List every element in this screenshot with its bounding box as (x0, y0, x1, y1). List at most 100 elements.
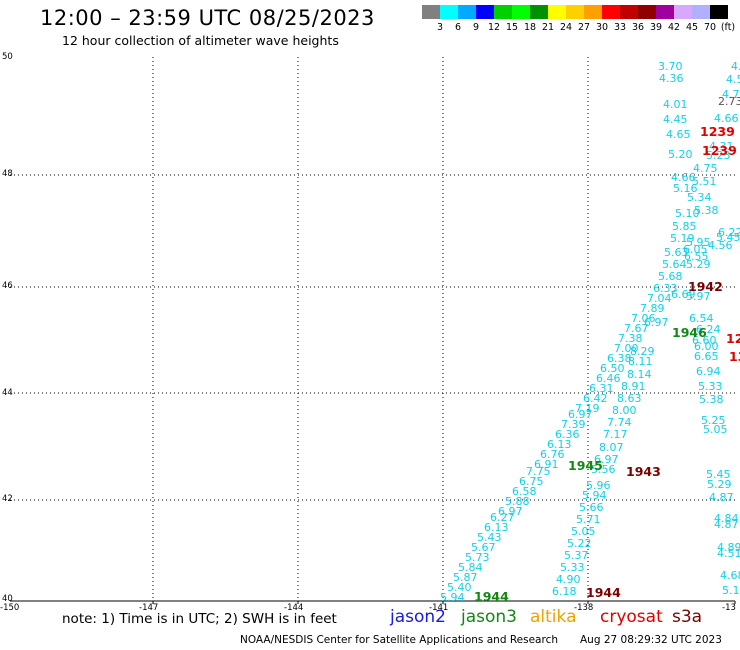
wave-height-value: 5.68 (658, 270, 683, 283)
wave-height-value: 6.31 (589, 382, 614, 395)
wave-height-value: 5.94 (440, 591, 465, 604)
color-scale-label: 36 (631, 22, 645, 33)
wave-height-value: 5.38 (694, 204, 719, 217)
color-scale-label: 18 (523, 22, 537, 33)
wave-height-value: 5.1 (722, 584, 740, 597)
wave-height-value: 4.84 (714, 512, 739, 525)
wave-height-value: 7.38 (618, 332, 643, 345)
color-scale-label: 70 (703, 22, 717, 33)
wave-height-value: 4.90 (556, 573, 581, 586)
wave-height-value: 4.31 (709, 140, 734, 153)
color-scale-label: 24 (559, 22, 573, 33)
wave-height-value: 6.27 (490, 511, 515, 524)
color-scale-label: 6 (454, 22, 462, 33)
wave-height-value: 6.22 (718, 226, 740, 239)
wave-height-value: 6.97 (644, 316, 669, 329)
wave-height-value: 5.96 (586, 479, 611, 492)
color-scale-label: 9 (472, 22, 480, 33)
page-subtitle: 12 hour collection of altimeter wave hei… (62, 33, 339, 48)
color-swatch (476, 5, 494, 19)
color-swatch (710, 5, 728, 19)
satellite-cryosat: cryosat (600, 607, 663, 627)
wave-height-value: 5.67 (471, 541, 496, 554)
color-swatch (584, 5, 602, 19)
wave-height-value: 4.87 (714, 518, 739, 531)
wave-height-value: 6.75 (519, 475, 544, 488)
wave-height-value: 6.50 (600, 362, 625, 375)
pass-time-label: 1946 (672, 325, 707, 340)
wave-height-value: 7.67 (624, 322, 649, 335)
pass-time-label: 1944 (586, 585, 621, 600)
pass-time-label: 13 (729, 349, 740, 364)
wave-height-value: 6.42 (583, 392, 608, 405)
wave-height-value: 7.00 (614, 342, 639, 355)
wave-height-value: 4.68 (720, 569, 740, 582)
wave-height-value: 5.84 (458, 561, 483, 574)
wave-height-value: 4.66 (714, 112, 739, 125)
color-swatch (656, 5, 674, 19)
wave-height-value: 7.75 (526, 465, 551, 478)
wave-height-value: 5.88 (505, 495, 530, 508)
wave-height-value: 5.51 (692, 175, 717, 188)
wave-height-value: 6.36 (555, 428, 580, 441)
wave-height-value: 5.34 (687, 191, 712, 204)
wave-height-value: 4. (731, 60, 740, 73)
wave-height-value: 2.73 (718, 95, 740, 108)
color-scale-label: 30 (595, 22, 609, 33)
color-swatch (602, 5, 620, 19)
wave-height-value: 5.20 (668, 148, 693, 161)
wave-height-value: 7.06 (631, 312, 656, 325)
color-swatch (692, 5, 710, 19)
wave-height-value: 5.87 (453, 571, 478, 584)
longitude-label: -150 (0, 603, 20, 613)
wave-height-value: 6.60 (692, 334, 717, 347)
wave-height-value: 5.64 (662, 258, 687, 271)
wave-height-value: 6.76 (540, 448, 565, 461)
wave-height-value: 6.38 (607, 352, 632, 365)
wave-height-value: 7.19 (575, 402, 600, 415)
color-swatch (566, 5, 584, 19)
wave-height-value: 6.58 (512, 485, 537, 498)
wave-height-value: 6.97 (568, 408, 593, 421)
wave-height-value: 5.66 (579, 501, 604, 514)
wave-height-value: 7.89 (640, 302, 665, 315)
satellite-altika: altika (530, 607, 577, 627)
wave-height-value: 5.95 (686, 236, 711, 249)
pass-time-label: 1945 (568, 458, 603, 473)
wave-height-value: 7.74 (607, 416, 632, 429)
color-swatch (458, 5, 476, 19)
color-swatch (422, 5, 440, 19)
wave-height-value: 6.24 (696, 323, 721, 336)
latitude-label: 42 (2, 494, 13, 504)
wave-height-value: 4.51 (717, 547, 740, 560)
wave-height-value: 8.29 (630, 345, 655, 358)
color-scale-label: 27 (577, 22, 591, 33)
wave-height-value: 6.65 (694, 350, 719, 363)
wave-height-value: 5.94 (582, 489, 607, 502)
color-swatch (440, 5, 458, 19)
color-scale-label: 15 (505, 22, 519, 33)
wave-height-value: 5.23 (706, 149, 731, 162)
pass-time-label: 1943 (626, 464, 661, 479)
wave-height-value: 7.04 (647, 292, 672, 305)
color-scale-label: 3 (436, 22, 444, 33)
wave-height-value: 5.63 (664, 246, 689, 259)
wave-height-value: 5.29 (707, 478, 732, 491)
wave-height-value: 5.29 (686, 258, 711, 271)
wave-height-value: 4.65 (666, 128, 691, 141)
wave-height-value: 8.11 (628, 355, 653, 368)
wave-height-value: 5.33 (560, 561, 585, 574)
wave-height-value: 5.38 (699, 393, 724, 406)
wave-height-value: 6.97 (498, 505, 523, 518)
wave-height-value: 5.10 (675, 207, 700, 220)
wave-height-value: 6.46 (596, 372, 621, 385)
wave-height-value: 4.75 (693, 162, 718, 175)
wave-height-value: 6.05 (683, 243, 708, 256)
color-scale-label: 45 (685, 22, 699, 33)
pass-time-label: 12 (726, 331, 740, 346)
wave-height-value: 5.45 (706, 468, 731, 481)
wave-height-value: 5.56 (591, 463, 616, 476)
wave-height-value: 6.55 (684, 250, 709, 263)
color-swatch (548, 5, 566, 19)
wave-height-value: 5.43 (477, 531, 502, 544)
